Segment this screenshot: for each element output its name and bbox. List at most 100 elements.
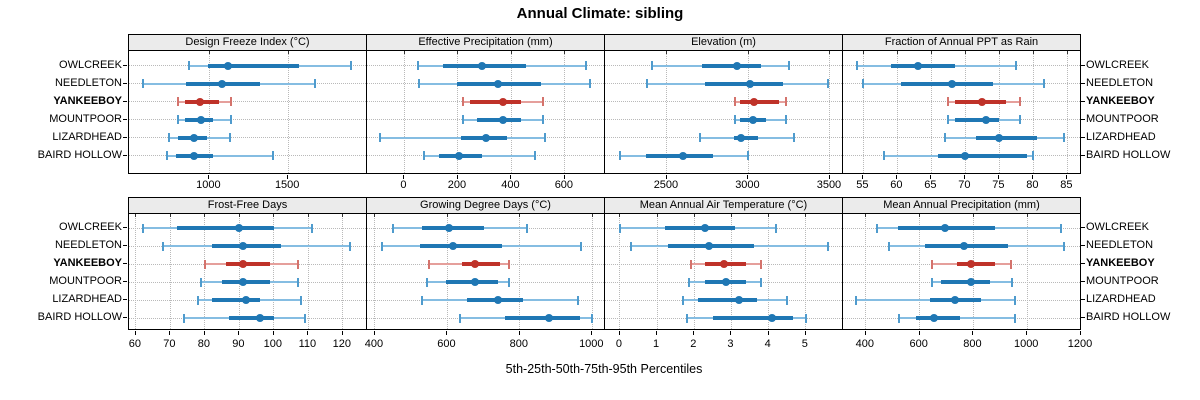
axis-tick	[930, 175, 932, 179]
whisker-cap-5th	[930, 259, 933, 269]
whisker-cap-95th	[826, 79, 829, 88]
gridline-horizontal	[129, 137, 366, 138]
site-label-left: BAIRD HOLLOW	[37, 311, 122, 323]
whisker-cap-5th	[176, 115, 179, 124]
axis-tick-top	[693, 214, 695, 217]
gridline-vertical	[374, 214, 376, 329]
axis-tick-top	[747, 51, 749, 54]
site-label-right: YANKEEBOY	[1086, 94, 1155, 107]
whisker-cap-95th	[784, 97, 787, 106]
axis-tick-label: 1000	[196, 179, 221, 191]
axis-tick-top	[964, 51, 966, 54]
row-tick-left	[123, 136, 127, 138]
axis-tick-label: 1000	[579, 338, 604, 350]
median-dot	[224, 61, 233, 70]
whisker-cap-95th	[303, 313, 306, 323]
axis-tick-top	[730, 214, 732, 217]
row-tick-left	[123, 82, 127, 84]
axis-tick-label: 600	[554, 179, 574, 191]
row-tick-left	[123, 64, 127, 66]
axis-tick	[665, 175, 667, 179]
whisker-cap-5th	[734, 97, 737, 106]
axis-tick-label: 0	[615, 338, 622, 350]
axis-tick	[287, 175, 289, 179]
gridline-vertical	[1081, 214, 1082, 329]
box-25-75	[740, 99, 779, 104]
median-dot	[455, 151, 464, 160]
whisker-cap-95th	[1015, 61, 1018, 70]
gridline-vertical	[564, 51, 566, 173]
site-label-right: NEEDLETON	[1086, 239, 1154, 251]
whisker-cap-95th	[297, 277, 299, 287]
axis-tick-top	[656, 214, 658, 217]
axis-tick	[272, 331, 274, 335]
row-tick-left	[123, 118, 127, 120]
box-25-75	[664, 226, 736, 230]
site-label-right: BAIRD HOLLOW	[1086, 148, 1171, 161]
median-dot	[217, 79, 226, 88]
axis-tick	[510, 175, 512, 179]
axis-tick	[1026, 331, 1028, 335]
box-25-75	[701, 63, 762, 68]
site-label-left: NEEDLETON	[54, 76, 122, 89]
whisker-cap-95th	[760, 277, 763, 287]
site-label-left: MOUNTPOOR	[49, 112, 122, 125]
gridline-vertical	[1066, 51, 1068, 173]
whisker-cap-5th	[947, 115, 950, 124]
panel-header: Frost-Free Days	[128, 197, 367, 214]
median-dot	[494, 79, 503, 88]
median-dot	[189, 151, 198, 160]
axis-tick-label: 1500	[274, 179, 300, 191]
gridline-vertical	[273, 214, 275, 329]
row-tick-left	[123, 299, 127, 300]
axis-tick-top	[510, 51, 512, 54]
box-25-75	[941, 280, 990, 284]
gridline-vertical	[135, 214, 137, 329]
gridline-horizontal	[129, 101, 366, 102]
row-tick-left	[123, 281, 127, 282]
panel-plot	[366, 50, 605, 174]
axis-tick-top	[204, 214, 206, 217]
gridline-vertical	[768, 214, 770, 329]
site-label-left: LIZARDHEAD	[52, 293, 122, 305]
gridline-vertical	[342, 214, 344, 329]
whisker-cap-5th	[423, 151, 426, 160]
panel-header: Effective Precipitation (mm)	[366, 34, 605, 51]
axis-tick	[456, 175, 458, 179]
row-tick-left	[123, 317, 127, 318]
row-tick-right	[1081, 154, 1085, 156]
panel-plot	[842, 50, 1081, 174]
gridline-vertical	[805, 214, 807, 329]
median-dot	[930, 314, 939, 322]
whisker-cap-95th	[1032, 151, 1035, 160]
whisker-cap-5th	[183, 313, 186, 323]
axis-tick-label: 70	[163, 338, 176, 350]
whisker-cap-5th	[687, 277, 690, 287]
gridline-vertical	[307, 214, 309, 329]
axis-tick-label: 60	[890, 179, 903, 191]
axis-tick	[134, 331, 136, 335]
axis-tick-label: 55	[856, 179, 869, 191]
whisker-cap-95th	[589, 79, 592, 88]
whisker-cap-5th	[381, 241, 384, 251]
axis-tick-top	[135, 214, 137, 217]
median-dot	[720, 260, 728, 268]
whisker-cap-95th	[310, 223, 313, 233]
gridline-vertical	[1026, 214, 1028, 329]
gridline-vertical	[403, 51, 405, 173]
box-25-75	[938, 153, 1027, 158]
axis-tick-top	[666, 51, 668, 54]
whisker-cap-5th	[379, 133, 382, 142]
whisker-cap-95th	[746, 151, 749, 160]
row-tick-right	[1081, 64, 1085, 66]
median-dot	[960, 242, 969, 250]
median-dot	[195, 97, 204, 106]
median-dot	[448, 242, 457, 250]
whisker-cap-95th	[1010, 259, 1013, 269]
median-dot	[196, 115, 205, 124]
axis-tick	[238, 331, 240, 335]
whisker-cap-95th	[576, 295, 579, 305]
box-25-75	[177, 226, 274, 230]
whisker-cap-5th	[685, 313, 688, 323]
